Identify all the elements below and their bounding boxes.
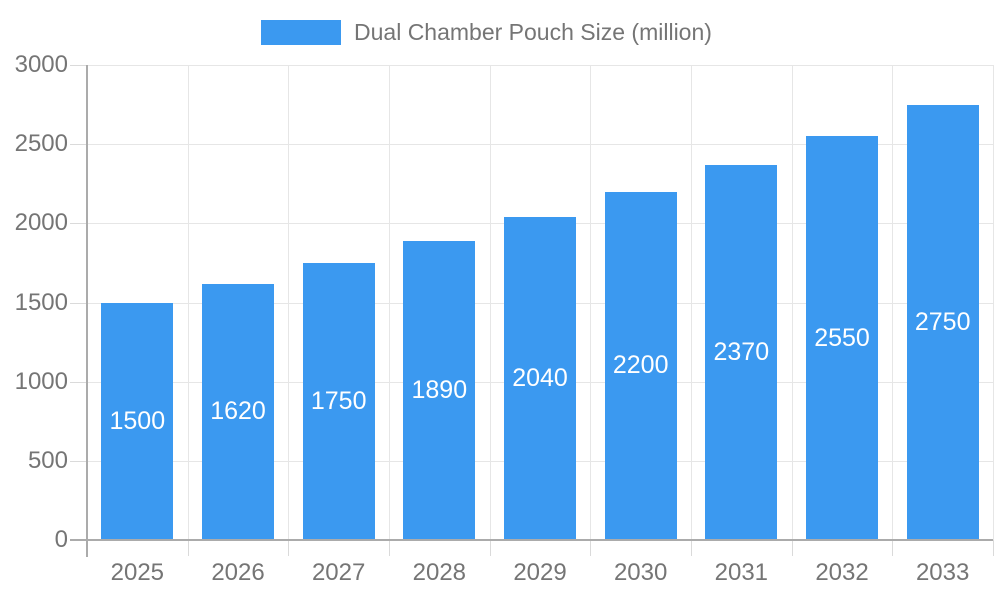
gridline-v <box>691 65 692 540</box>
x-tick <box>691 540 692 556</box>
x-tick <box>490 540 491 556</box>
y-axis-label: 1000 <box>14 368 68 395</box>
y-tick <box>70 223 87 224</box>
bar-2029[interactable]: 2040 <box>504 217 576 540</box>
x-axis-label: 2026 <box>211 559 265 586</box>
x-axis-label: 2030 <box>613 559 668 586</box>
y-axis-label: 3000 <box>14 51 68 78</box>
y-tick <box>70 303 87 304</box>
x-axis-label: 2031 <box>714 559 769 586</box>
y-tick <box>70 382 87 383</box>
x-axis-label: 2025 <box>110 559 165 586</box>
bar-2030[interactable]: 2200 <box>604 191 677 540</box>
bar-2027[interactable]: 1750 <box>302 262 375 540</box>
y-tick <box>70 461 87 462</box>
x-axis-label: 2032 <box>815 559 869 586</box>
y-tick <box>70 144 87 145</box>
bar-value-label: 1750 <box>310 386 367 415</box>
y-tick <box>70 65 87 66</box>
gridline-v <box>188 65 189 540</box>
bar-value-label: 2200 <box>612 351 669 380</box>
x-axis-label: 2027 <box>311 559 366 586</box>
gridline-v <box>490 65 491 540</box>
bar-2028[interactable]: 1890 <box>403 240 476 541</box>
gridline-h <box>87 65 993 66</box>
x-tick <box>389 540 390 556</box>
x-tick <box>590 540 591 556</box>
legend-swatch <box>261 19 341 45</box>
x-axis-label: 2028 <box>412 559 467 586</box>
bar-value-label: 1620 <box>210 397 266 426</box>
x-tick <box>993 540 994 556</box>
x-tick <box>792 540 793 556</box>
legend: Dual Chamber Pouch Size (million) <box>261 19 712 45</box>
x-tick <box>288 540 289 556</box>
gridline-h <box>87 144 993 145</box>
bar-value-label: 2370 <box>713 337 770 366</box>
y-axis-label: 0 <box>54 526 68 553</box>
bar-2032[interactable]: 2550 <box>806 136 878 541</box>
gridline-v <box>892 65 893 540</box>
bar-2031[interactable]: 2370 <box>705 164 778 541</box>
bar-2025[interactable]: 1500 <box>101 302 174 540</box>
bar-value-label: 1500 <box>109 406 166 435</box>
y-axis-line <box>86 65 88 557</box>
gridline-v <box>389 65 390 540</box>
gridline-v <box>792 65 793 540</box>
gridline-v <box>590 65 591 540</box>
x-tick <box>892 540 893 556</box>
legend-label: Dual Chamber Pouch Size (million) <box>354 18 712 45</box>
bar-value-label: 2040 <box>512 364 568 392</box>
x-axis-label: 2033 <box>915 559 970 586</box>
bar-value-label: 2750 <box>914 307 971 336</box>
gridline-v <box>288 65 289 540</box>
bar-value-label: 1890 <box>411 375 468 404</box>
y-axis-label: 2000 <box>14 209 68 236</box>
gridline-v <box>993 65 994 540</box>
y-axis-label: 1500 <box>14 289 68 316</box>
bar-2033[interactable]: 2750 <box>906 104 979 540</box>
y-axis-label: 2500 <box>14 130 68 157</box>
y-axis-label: 500 <box>27 447 68 474</box>
bar-2026[interactable]: 1620 <box>202 283 274 540</box>
x-axis-line <box>70 539 993 541</box>
bar-value-label: 2550 <box>814 323 870 352</box>
x-axis-label: 2029 <box>513 559 567 586</box>
x-tick <box>188 540 189 556</box>
